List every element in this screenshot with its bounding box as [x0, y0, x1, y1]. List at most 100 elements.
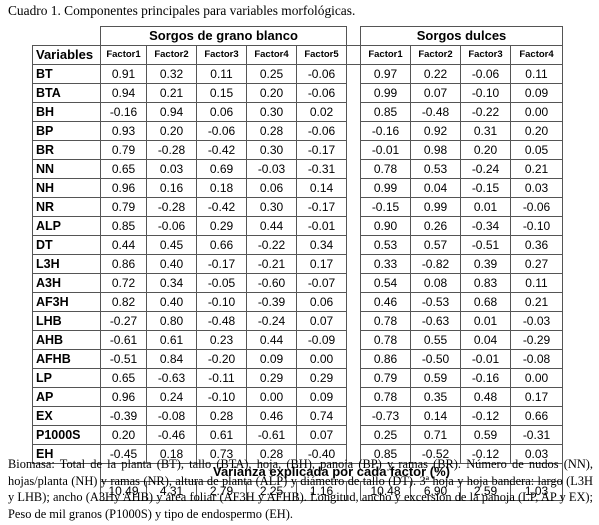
sweet-factor-value: 0.85: [360, 101, 411, 122]
variables-header: Variables: [32, 44, 101, 65]
table-row: BP 0.93 0.20 -0.06 0.28 -0.06 -0.16 0.92 0.31 0.2…: [32, 120, 563, 141]
table-row: NH 0.96 0.16 0.18 0.06 0.14 0.99 0.04 -0.15 0.03: [32, 177, 563, 198]
sweet-factor-value: 0.05: [510, 139, 563, 160]
white-factor-value: -0.07: [296, 272, 347, 293]
white-factor-value: 0.20: [246, 82, 297, 103]
white-factor-value: 0.94: [146, 101, 197, 122]
sweet-factor-value: -0.34: [460, 215, 511, 236]
table-row: AP 0.96 0.24 -0.10 0.00 0.09 0.78 0.35 0.48 0.17: [32, 386, 563, 407]
variable-name-cell: AFHB: [32, 348, 101, 369]
white-factor-value: -0.17: [296, 196, 347, 217]
white-factor-value: 0.25: [246, 63, 297, 84]
variable-name-cell: L3H: [32, 253, 101, 274]
white-factor-value: 0.96: [100, 177, 147, 198]
sweet-factor-value: 0.26: [410, 215, 461, 236]
white-factor-value: 0.44: [100, 234, 147, 255]
white-factor-value: 0.00: [246, 386, 297, 407]
sweet-factor-value: 0.07: [410, 82, 461, 103]
sweet-factor-value: 0.59: [410, 367, 461, 388]
sweet-factor-value: -0.15: [460, 177, 511, 198]
sweet-factor-value: -0.06: [460, 63, 511, 84]
sweet-factor-value: -0.12: [460, 443, 511, 464]
table-row: BR 0.79 -0.28 -0.42 0.30 -0.17 -0.01 0.98 0.20 0.…: [32, 139, 563, 160]
white-factor-value: 0.30: [246, 196, 297, 217]
table-row: A3H 0.72 0.34 -0.05 -0.60 -0.07 0.54 0.08 0.83 0.…: [32, 272, 563, 293]
white-factor-value: -0.27: [100, 310, 147, 331]
sweet-factor-value: -0.16: [360, 120, 411, 141]
white-factor-value: 0.82: [100, 291, 147, 312]
sweet-factor-value: 0.54: [360, 272, 411, 293]
variance-value: 2.79: [196, 480, 247, 501]
group-gap: [346, 368, 361, 387]
table-footnote: Biomasa: Total de la planta (BT), tallo …: [8, 457, 593, 521]
variable-name-cell: LP: [32, 367, 101, 388]
variable-name-cell: P1000S: [32, 424, 101, 445]
sweet-factor-value: -0.51: [460, 234, 511, 255]
white-factor-value: 0.61: [196, 424, 247, 445]
table-row: NN 0.65 0.03 0.69 -0.03 -0.31 0.78 0.53 -0.24 0.2…: [32, 158, 563, 179]
white-factor-value: -0.17: [196, 253, 247, 274]
sweet-factor-value: -0.52: [410, 443, 461, 464]
white-factor-value: -0.24: [246, 310, 297, 331]
white-factor-value: 0.00: [296, 348, 347, 369]
table-row: AFHB -0.51 0.84 -0.20 0.09 0.00 0.86 -0.50 -0.01…: [32, 348, 563, 369]
white-factor-value: 0.18: [196, 177, 247, 198]
white-factor-value: -0.21: [246, 253, 297, 274]
white-factor-value: 0.20: [146, 120, 197, 141]
group-gap: [346, 273, 361, 292]
sweet-factor-value: 0.78: [360, 386, 411, 407]
table-row: BH -0.16 0.94 0.06 0.30 0.02 0.85 -0.48 -0.22 0.0…: [32, 101, 563, 122]
sweet-factor-value: 0.97: [360, 63, 411, 84]
white-factor-value: -0.42: [196, 196, 247, 217]
sweet-factor-value: 0.31: [460, 120, 511, 141]
white-factor-value: 0.02: [296, 101, 347, 122]
sweet-factor-value: 0.48: [460, 386, 511, 407]
sweet-factor-value: 0.01: [460, 196, 511, 217]
sweet-factor-value: 0.27: [510, 253, 563, 274]
sweet-factor-value: 0.04: [460, 329, 511, 350]
white-factor-value: 0.03: [146, 158, 197, 179]
sweet-factor-value: 0.78: [360, 329, 411, 350]
sweet-factor-value: 0.99: [360, 82, 411, 103]
white-factor-value: -0.39: [246, 291, 297, 312]
sweet-factor-value: 0.99: [360, 177, 411, 198]
white-factor-value: 0.30: [246, 139, 297, 160]
white-factor-value: 0.61: [146, 329, 197, 350]
white-factor-value: 0.30: [246, 101, 297, 122]
table-row: BTA 0.94 0.21 0.15 0.20 -0.06 0.99 0.07 -0.10 0.0…: [32, 82, 563, 103]
white-factor-value: -0.17: [296, 139, 347, 160]
white-factor-value: -0.61: [246, 424, 297, 445]
variance-value: 1.16: [296, 480, 347, 501]
sweet-factor-value: -0.12: [460, 405, 511, 426]
white-factor-value: -0.06: [196, 120, 247, 141]
table-row: BT 0.91 0.32 0.11 0.25 -0.06 0.97 0.22 -0.06 0.11: [32, 63, 563, 84]
white-factor-value: -0.60: [246, 272, 297, 293]
sweet-factor-value: 0.21: [510, 291, 563, 312]
sweet-factor-value: 0.20: [460, 139, 511, 160]
white-factor-value: 0.09: [296, 386, 347, 407]
sweet-factor-value: -0.01: [360, 139, 411, 160]
sweet-factor-value: -0.15: [360, 196, 411, 217]
group-gap: [346, 83, 361, 102]
sweet-factor-value: 0.83: [460, 272, 511, 293]
white-factor-value: 0.45: [146, 234, 197, 255]
table-caption: Cuadro 1. Componentes principales para v…: [8, 3, 356, 18]
sweet-factor-value: -0.73: [360, 405, 411, 426]
sweet-factor-value: 0.59: [460, 424, 511, 445]
white-factor-value: -0.22: [246, 234, 297, 255]
factor-header: Factor1: [100, 44, 147, 65]
group-gap: [346, 311, 361, 330]
group-gap: [346, 44, 361, 65]
sweet-factor-value: -0.10: [510, 215, 563, 236]
sweet-factor-value: -0.06: [510, 196, 563, 217]
factor-header: Factor2: [146, 44, 197, 65]
sweet-factor-value: 0.66: [510, 405, 563, 426]
group-gap: [346, 140, 361, 159]
factor-header: Factor4: [510, 44, 563, 65]
sweet-factor-value: -0.01: [460, 348, 511, 369]
group-gap: [346, 64, 361, 83]
white-factor-value: -0.05: [196, 272, 247, 293]
white-factor-value: -0.28: [146, 196, 197, 217]
table-row: LP 0.65 -0.63 -0.11 0.29 0.29 0.79 0.59 -0.16 0.0…: [32, 367, 563, 388]
white-factor-value: 0.23: [196, 329, 247, 350]
